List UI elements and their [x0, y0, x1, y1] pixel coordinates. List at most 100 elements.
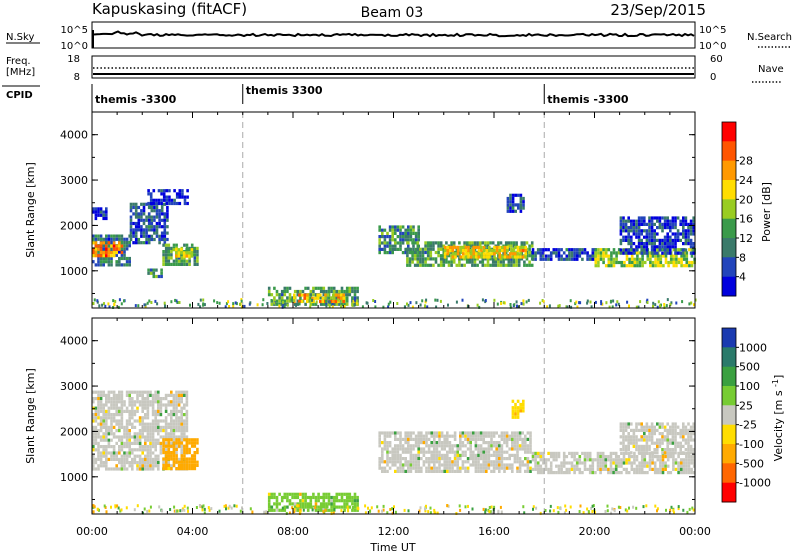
data-cell	[619, 425, 623, 429]
data-cell	[505, 437, 509, 441]
data-cell	[645, 251, 649, 255]
data-cell	[144, 390, 147, 394]
data-cell	[461, 453, 465, 457]
data-cell	[163, 237, 167, 242]
data-cell	[164, 304, 166, 308]
data-cell	[690, 260, 694, 265]
data-cell	[377, 509, 380, 513]
data-cell	[478, 241, 482, 245]
data-cell	[125, 406, 129, 410]
data-cell	[646, 301, 649, 304]
data-cell	[630, 441, 633, 445]
data-cell	[528, 260, 531, 264]
data-cell	[275, 495, 279, 500]
data-cell	[656, 264, 660, 268]
colorbar-frame	[721, 327, 737, 503]
data-cell	[278, 296, 281, 300]
data-cell	[581, 461, 584, 465]
data-cell	[167, 447, 171, 451]
data-cell	[521, 245, 525, 249]
data-cell	[632, 435, 636, 439]
data-cell	[653, 432, 656, 436]
data-cell	[125, 467, 129, 471]
data-cell	[396, 469, 400, 473]
data-cell	[151, 461, 155, 465]
data-cell	[530, 244, 534, 248]
colorbar-swatch	[722, 276, 736, 297]
data-cell	[140, 212, 143, 216]
data-cell	[406, 247, 409, 251]
data-cell	[172, 397, 176, 401]
data-cell	[180, 425, 183, 429]
data-cell	[448, 469, 452, 473]
data-cell	[685, 264, 689, 268]
data-cell	[666, 451, 669, 455]
data-cell	[454, 245, 457, 249]
data-cell	[461, 466, 465, 470]
data-cell	[421, 260, 425, 264]
data-cell	[185, 409, 189, 413]
data-cell	[123, 435, 126, 439]
data-cell	[388, 251, 392, 255]
data-cell	[542, 471, 545, 475]
data-cell	[105, 438, 108, 442]
data-cell	[464, 505, 467, 509]
data-cell	[448, 457, 452, 461]
data-cell	[108, 305, 111, 309]
data-cell	[524, 255, 527, 259]
data-cell	[152, 271, 156, 275]
colorbar-swatch	[722, 122, 736, 142]
data-cell	[560, 464, 563, 468]
data-cell	[456, 457, 459, 461]
data-cell	[145, 218, 148, 222]
data-cell	[177, 435, 181, 439]
data-cell	[557, 467, 561, 471]
data-cell	[562, 451, 566, 455]
data-cell	[97, 390, 100, 394]
data-cell	[635, 435, 638, 439]
data-cell	[105, 260, 108, 264]
data-cell	[474, 457, 478, 461]
data-cell	[461, 463, 465, 467]
data-cell	[183, 419, 186, 423]
data-cell	[643, 245, 646, 249]
data-cell	[635, 219, 638, 223]
data-cell	[425, 460, 428, 464]
data-cell	[146, 509, 149, 513]
data-cell	[131, 441, 134, 445]
data-cell	[601, 451, 605, 455]
data-cell	[99, 406, 103, 410]
data-cell	[615, 303, 618, 307]
data-cell	[630, 251, 633, 255]
data-cell	[445, 254, 448, 258]
data-cell	[367, 506, 369, 510]
data-cell	[179, 509, 182, 513]
data-cell	[345, 502, 349, 506]
data-cell	[575, 458, 579, 462]
data-cell	[196, 259, 199, 263]
data-cell	[208, 508, 211, 512]
data-cell	[478, 305, 481, 309]
data-cell	[513, 303, 516, 307]
data-cell	[594, 300, 597, 304]
data-cell	[525, 241, 529, 245]
data-cell	[636, 251, 639, 255]
data-cell	[471, 241, 474, 245]
data-cell	[522, 196, 525, 201]
data-cell	[433, 444, 436, 448]
data-cell	[343, 505, 346, 509]
data-cell	[429, 241, 433, 245]
data-cell	[426, 247, 430, 251]
y-tick-label: 2000	[60, 219, 88, 232]
data-cell	[202, 303, 205, 307]
data-cell	[97, 210, 100, 214]
data-cell	[516, 453, 519, 457]
data-cell	[203, 507, 206, 511]
data-cell	[128, 432, 131, 436]
data-cell	[157, 409, 160, 413]
data-cell	[409, 235, 413, 239]
data-cell	[378, 441, 381, 445]
data-cell	[112, 403, 116, 407]
data-cell	[468, 257, 472, 261]
data-cell	[565, 508, 568, 512]
